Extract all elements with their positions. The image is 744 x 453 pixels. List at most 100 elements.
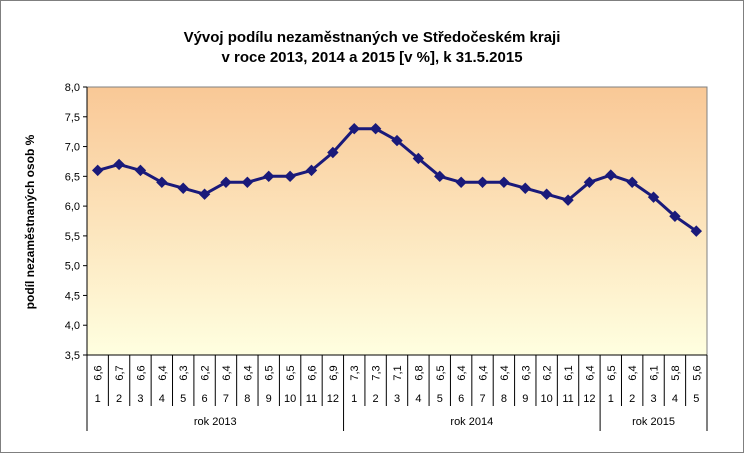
- x-month-label: 5: [693, 393, 699, 405]
- data-point: [113, 158, 125, 171]
- data-point: [327, 146, 339, 159]
- data-point: [91, 164, 104, 177]
- data-point: [669, 210, 681, 222]
- x-month-label: 1: [95, 393, 101, 405]
- x-value-label: 6,5: [435, 365, 447, 380]
- x-year-label: rok 2015: [632, 416, 675, 428]
- x-month-label: 1: [351, 393, 357, 405]
- x-month-label: 6: [458, 393, 464, 405]
- x-value-label: 6,5: [606, 365, 618, 380]
- x-month-label: 9: [266, 393, 272, 405]
- x-month-label: 2: [373, 393, 379, 405]
- data-point: [156, 176, 168, 188]
- x-value-label: 5,6: [691, 365, 703, 380]
- x-value-label: 6,4: [627, 365, 639, 380]
- x-month-label: 3: [650, 393, 656, 405]
- x-month-label: 5: [180, 393, 186, 405]
- data-point: [391, 134, 403, 147]
- x-month-label: 11: [306, 393, 317, 405]
- x-month-label: 2: [116, 393, 122, 405]
- data-point: [498, 176, 510, 188]
- data-point: [583, 176, 596, 188]
- x-value-label: 6,4: [157, 365, 169, 380]
- y-axis-label: podíl nezaměstnaných osob %: [23, 134, 37, 309]
- x-month-label: 6: [202, 393, 208, 405]
- data-point: [476, 176, 489, 188]
- x-value-label: 6,4: [478, 365, 490, 380]
- x-month-label: 12: [583, 393, 595, 405]
- x-value-label: 6,7: [114, 365, 126, 380]
- x-month-label: 1: [608, 393, 614, 405]
- x-month-label: 4: [672, 393, 678, 405]
- x-value-label: 6,4: [221, 365, 233, 380]
- x-month-label: 8: [244, 393, 250, 405]
- x-value-label: 5,8: [670, 365, 682, 380]
- x-month-label: 7: [479, 393, 485, 405]
- x-value-label: 6,5: [285, 365, 297, 380]
- x-month-label: 4: [159, 393, 165, 405]
- y-tick-label: 6,0: [65, 201, 80, 213]
- x-month-label: 9: [522, 393, 528, 405]
- data-point: [305, 164, 318, 177]
- chart-title-line-1: Vývoj podílu nezaměstnaných ve Středočes…: [184, 29, 561, 46]
- x-month-label: 7: [223, 393, 229, 405]
- x-year-label: rok 2013: [194, 416, 237, 428]
- data-point: [626, 176, 638, 188]
- data-point: [348, 122, 360, 135]
- data-point: [647, 191, 660, 203]
- x-value-label: 6,6: [93, 365, 105, 380]
- data-point: [369, 122, 382, 135]
- x-value-label: 6,4: [584, 365, 596, 380]
- x-month-label: 3: [137, 393, 143, 405]
- x-month-label: 10: [284, 393, 296, 405]
- y-tick-label: 3,5: [65, 350, 80, 362]
- y-tick-label: 7,0: [65, 142, 80, 154]
- y-tick-label: 7,5: [65, 112, 80, 124]
- data-point: [605, 169, 617, 181]
- data-point: [134, 164, 147, 177]
- x-value-label: 6,1: [563, 365, 575, 380]
- x-value-label: 6,3: [178, 365, 190, 380]
- x-value-label: 6,5: [264, 365, 276, 380]
- y-tick-label: 6,5: [65, 171, 80, 183]
- data-point: [241, 176, 254, 188]
- chart-title-line-2: v roce 2013, 2014 a 2015 [v %], k 31.5.2…: [221, 49, 522, 66]
- x-value-label: 6,4: [499, 365, 511, 380]
- data-point: [284, 170, 296, 183]
- x-month-label: 12: [327, 393, 339, 405]
- x-value-label: 7,1: [392, 365, 404, 380]
- y-tick-label: 4,0: [65, 320, 80, 332]
- data-point: [434, 170, 446, 183]
- data-point: [455, 176, 467, 188]
- data-point: [540, 188, 553, 200]
- x-value-label: 6,2: [200, 365, 212, 380]
- x-value-label: 6,1: [649, 365, 661, 380]
- data-point: [220, 176, 232, 188]
- x-value-label: 6,4: [456, 365, 468, 380]
- data-point: [263, 170, 275, 183]
- data-point: [177, 182, 189, 194]
- y-tick-label: 5,5: [65, 231, 80, 243]
- x-month-label: 8: [501, 393, 507, 405]
- data-point: [198, 188, 211, 200]
- x-value-label: 6,9: [328, 365, 340, 380]
- x-month-label: 10: [541, 393, 553, 405]
- x-year-label: rok 2014: [450, 416, 493, 428]
- x-month-label: 5: [437, 393, 443, 405]
- plot-area: [86, 86, 708, 356]
- x-month-label: 4: [415, 393, 421, 405]
- x-value-label: 6,6: [135, 365, 147, 380]
- x-value-label: 7,3: [349, 365, 361, 380]
- data-point: [412, 152, 425, 165]
- data-point: [690, 225, 703, 237]
- x-value-label: 6,8: [413, 365, 425, 380]
- y-tick-label: 5,0: [65, 261, 80, 273]
- x-month-label: 11: [562, 393, 573, 405]
- x-value-label: 6,6: [306, 365, 318, 380]
- y-tick-label: 8,0: [65, 82, 80, 94]
- x-value-label: 6,4: [242, 365, 254, 380]
- x-month-label: 2: [629, 393, 635, 405]
- data-point: [562, 194, 574, 206]
- data-point: [519, 182, 531, 194]
